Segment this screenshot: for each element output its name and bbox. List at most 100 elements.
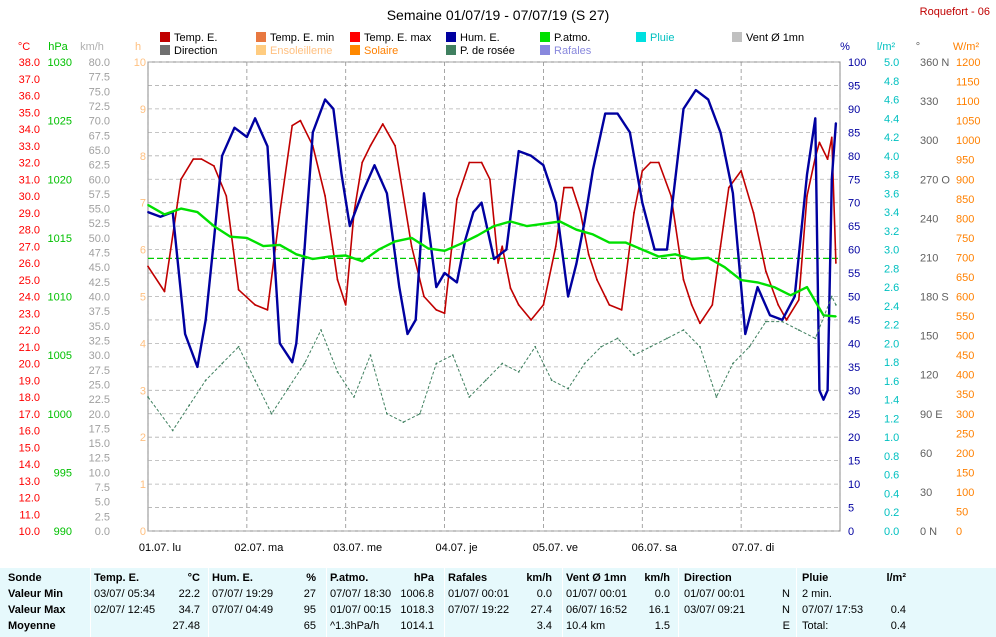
data-point: [147, 265, 149, 268]
axis-tick-sun: 6: [140, 245, 146, 257]
data-point: [192, 158, 195, 161]
data-point: [723, 266, 726, 269]
data-point: [254, 303, 256, 306]
x-tick-label: 07.07. di: [732, 542, 774, 554]
data-point: [657, 255, 660, 258]
data-point: [497, 262, 500, 264]
stats-header-cell: km/h: [526, 572, 552, 584]
axis-tick-rain: 1.4: [884, 395, 899, 407]
data-point: [517, 303, 520, 306]
axis-tick-dir: 180 S: [920, 292, 949, 304]
data-point: [814, 117, 817, 120]
stats-cell: 1.5: [654, 620, 670, 632]
data-point: [575, 262, 578, 265]
data-point: [188, 404, 191, 407]
axis-tick-wind: 60.0: [89, 174, 110, 186]
stats-header-cell: l/m²: [886, 572, 906, 584]
data-point: [620, 309, 623, 311]
axis-tick-hum: 40: [848, 338, 860, 350]
data-point: [344, 303, 347, 306]
data-point: [818, 389, 821, 392]
data-point: [373, 164, 376, 167]
data-point: [213, 225, 215, 228]
legend-label: Pluie: [650, 32, 675, 44]
stats-cell: 07/07/ 04:49: [212, 604, 274, 616]
data-point: [830, 295, 833, 298]
axis-tick-rain: 2.6: [884, 282, 899, 294]
axis-tick-wind: 42.5: [89, 277, 110, 289]
axis-tick-solar: 1000: [956, 135, 980, 147]
data-point: [237, 288, 240, 291]
data-point: [624, 241, 627, 244]
axis-tick-rain: 4.2: [884, 132, 899, 144]
axis-tick-sun: 8: [140, 151, 146, 163]
axis-tick-hum: 10: [848, 479, 860, 491]
legend-label: Vent Ø 1mn: [746, 32, 805, 44]
data-point: [509, 287, 512, 290]
data-point: [163, 290, 166, 293]
data-point: [756, 281, 759, 284]
axis-tick-temp: 11.0: [19, 509, 40, 521]
legend-item: Direction: [160, 45, 217, 57]
data-point: [806, 286, 808, 289]
data-point: [443, 272, 446, 274]
data-point: [587, 253, 590, 256]
axis-tick-wind: 40.0: [89, 292, 110, 304]
axis-tick-wind: 72.5: [89, 101, 110, 113]
data-point: [567, 295, 570, 298]
data-point: [254, 117, 256, 120]
stats-cell: 1018.3: [400, 604, 434, 616]
legend-item: Pluie: [636, 32, 674, 44]
data-point: [423, 295, 425, 298]
axis-tick-press: 1030: [48, 57, 72, 69]
stats-cell: 01/07/ 00:01: [566, 588, 628, 600]
data-point: [196, 365, 199, 368]
axis-tick-rain: 1.6: [884, 376, 899, 388]
stats-separator: [90, 568, 91, 637]
chart-title: Semaine 01/07/19 - 07/07/19 (S 27): [386, 7, 610, 23]
axis-tick-rain: 3.8: [884, 170, 899, 182]
legend-item: P.atmo.: [540, 32, 591, 44]
data-point: [554, 245, 557, 248]
stats-cell: 3.4: [536, 620, 552, 632]
axis-tick-solar: 550: [956, 311, 974, 323]
stats-cell: 34.7: [178, 604, 200, 616]
data-point: [348, 225, 351, 228]
data-point: [254, 379, 256, 382]
data-point: [699, 322, 701, 325]
stats-cell: 07/07/ 17:53: [802, 604, 864, 616]
legend-swatch: [446, 32, 456, 42]
stats-cell: 01/07/ 00:01: [684, 588, 746, 600]
data-point: [204, 379, 207, 382]
data-point: [245, 236, 248, 239]
legend-item: Ensoleilleme: [256, 45, 332, 57]
stats-header-cell: hPa: [413, 572, 434, 584]
data-point: [530, 154, 532, 157]
stats-cell: 0.0: [536, 588, 552, 600]
x-tick-label: 06.07. sa: [632, 542, 678, 554]
data-point: [616, 337, 619, 340]
data-point: [381, 123, 384, 125]
axis-tick-temp: 30.0: [19, 191, 40, 203]
data-point: [806, 195, 808, 197]
stats-cell: Moyenne: [8, 620, 56, 632]
axis-tick-wind: 2.5: [95, 511, 110, 523]
axis-unit-sun: h: [135, 41, 141, 53]
data-point: [204, 319, 207, 321]
axis-tick-solar: 750: [956, 233, 974, 245]
data-point: [818, 141, 821, 144]
axis-tick-wind: 50.0: [89, 233, 110, 245]
axis-tick-temp: 14.0: [19, 459, 40, 471]
data-point: [410, 245, 413, 248]
legend-swatch: [256, 32, 266, 42]
axis-tick-dir: 90 E: [920, 409, 943, 421]
stats-cell: 03/07/ 09:21: [684, 604, 746, 616]
legend-item: P. de rosée: [446, 45, 515, 57]
axis-tick-temp: 18.0: [19, 392, 40, 404]
data-point: [266, 145, 269, 148]
data-point: [629, 131, 631, 134]
data-point: [406, 333, 409, 335]
axis-tick-temp: 33.0: [19, 141, 40, 153]
data-point: [554, 201, 557, 204]
stats-cell: 01/07/ 00:01: [448, 588, 510, 600]
